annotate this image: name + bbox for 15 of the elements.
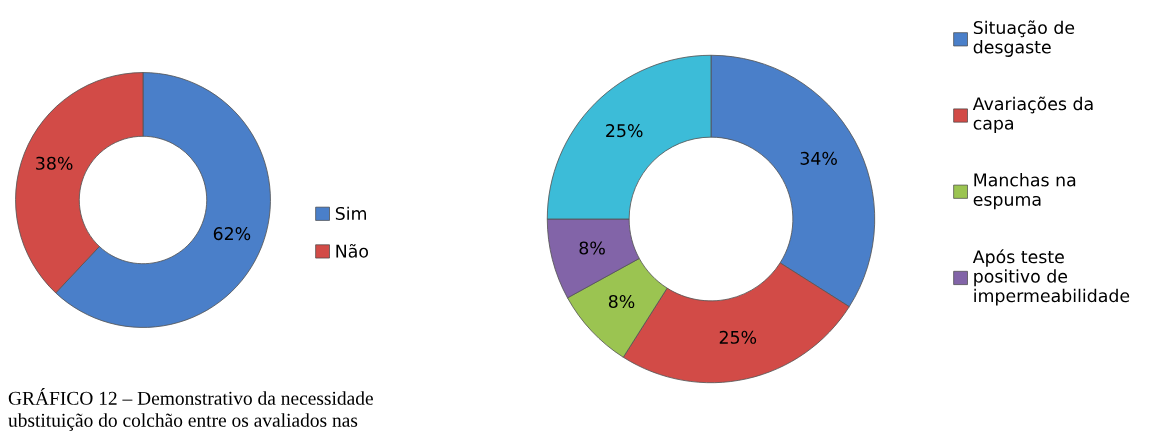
legend-label: Situação de desgaste xyxy=(973,20,1075,57)
legend-label: Manchas na espuma xyxy=(973,173,1076,210)
data-label: 8% xyxy=(608,294,635,309)
legend-label: Avariações da capa xyxy=(972,96,1093,134)
data-label: 34% xyxy=(800,151,837,165)
data-label: 25% xyxy=(606,124,643,138)
data-label: 25% xyxy=(719,330,757,344)
legend-label: Sim xyxy=(335,206,366,221)
data-label: 38% xyxy=(36,156,73,170)
legend-label: Não xyxy=(336,243,369,258)
text: ubstituição do colchão entre os avaliados nas xyxy=(8,413,358,431)
data-label: 62% xyxy=(213,227,251,241)
legend-label: Após teste positivo de impermeabilidade xyxy=(972,249,1130,306)
text: GRÁFICO 12 – Demonstrativo da necessidade xyxy=(8,388,373,405)
data-label: 8% xyxy=(579,241,605,255)
